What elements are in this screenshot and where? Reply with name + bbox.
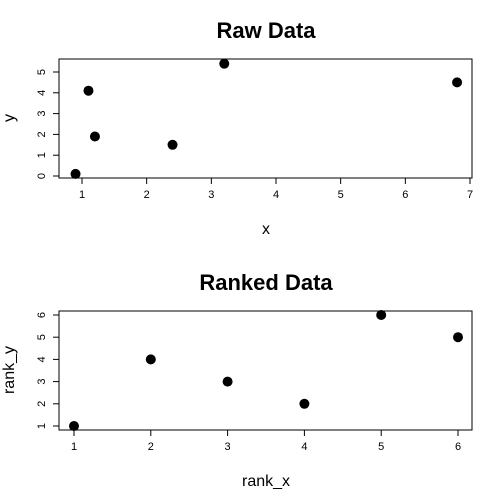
- raw-data-panel: Raw Data 1 2 3 4 5 6 7 0 1 2 3 4 5 x y: [1, 18, 473, 238]
- y-tick-label: 3: [36, 111, 48, 117]
- x-tick-label: 1: [71, 441, 77, 453]
- chart-title: Raw Data: [216, 18, 316, 43]
- x-tick-label: 4: [301, 441, 307, 453]
- y-tick-label: 1: [36, 152, 48, 158]
- data-point: [145, 354, 156, 365]
- tick-layer: 1 2 3 4 5 6 1 2 3 4 5 6: [36, 312, 461, 453]
- data-point: [453, 332, 463, 343]
- x-tick-label: 5: [338, 189, 344, 201]
- x-axis-label: x: [262, 221, 270, 238]
- y-tick-label: 4: [36, 90, 48, 96]
- data-point: [222, 376, 233, 387]
- plot-frame: [58, 310, 473, 431]
- x-tick-label: 6: [402, 189, 408, 201]
- y-tick-label: 1: [36, 423, 48, 429]
- y-tick-label: 2: [36, 131, 48, 137]
- data-point: [89, 131, 100, 142]
- data-point: [167, 139, 178, 150]
- x-tick-label: 3: [208, 189, 214, 201]
- x-tick-label: 3: [225, 441, 231, 453]
- y-axis-label: y: [1, 114, 18, 122]
- data-point: [69, 421, 79, 431]
- data-point: [452, 77, 463, 88]
- plot-frame: [58, 58, 473, 179]
- points-layer: [69, 310, 463, 431]
- x-tick-label: 2: [144, 189, 150, 201]
- x-tick-label: 2: [148, 441, 154, 453]
- x-tick-label: 6: [455, 441, 461, 453]
- y-tick-label: 5: [36, 69, 48, 75]
- y-tick-label: 2: [36, 401, 48, 407]
- x-tick-label: 5: [378, 441, 384, 453]
- y-axis-label: rank_y: [1, 346, 18, 394]
- chart-title: Ranked Data: [199, 270, 333, 295]
- x-axis-label: rank_x: [242, 473, 290, 490]
- data-point: [70, 168, 81, 179]
- x-tick-label: 7: [467, 189, 473, 201]
- y-tick-label: 6: [36, 312, 48, 318]
- x-tick-label: 4: [273, 189, 279, 201]
- y-tick-label: 3: [36, 379, 48, 385]
- tick-layer: 1 2 3 4 5 6 7 0 1 2 3 4 5: [36, 69, 473, 201]
- data-point: [376, 310, 387, 320]
- data-point: [83, 85, 94, 96]
- ranked-data-panel: Ranked Data 1 2 3 4 5 6 1 2 3 4 5 6 rank_x rank_y: [1, 270, 473, 490]
- y-tick-label: 4: [36, 356, 48, 362]
- y-tick-label: 5: [36, 334, 48, 340]
- data-point: [219, 58, 230, 69]
- y-tick-label: 0: [36, 173, 48, 179]
- x-tick-label: 1: [79, 189, 85, 201]
- data-point: [299, 398, 310, 409]
- points-layer: [70, 58, 463, 179]
